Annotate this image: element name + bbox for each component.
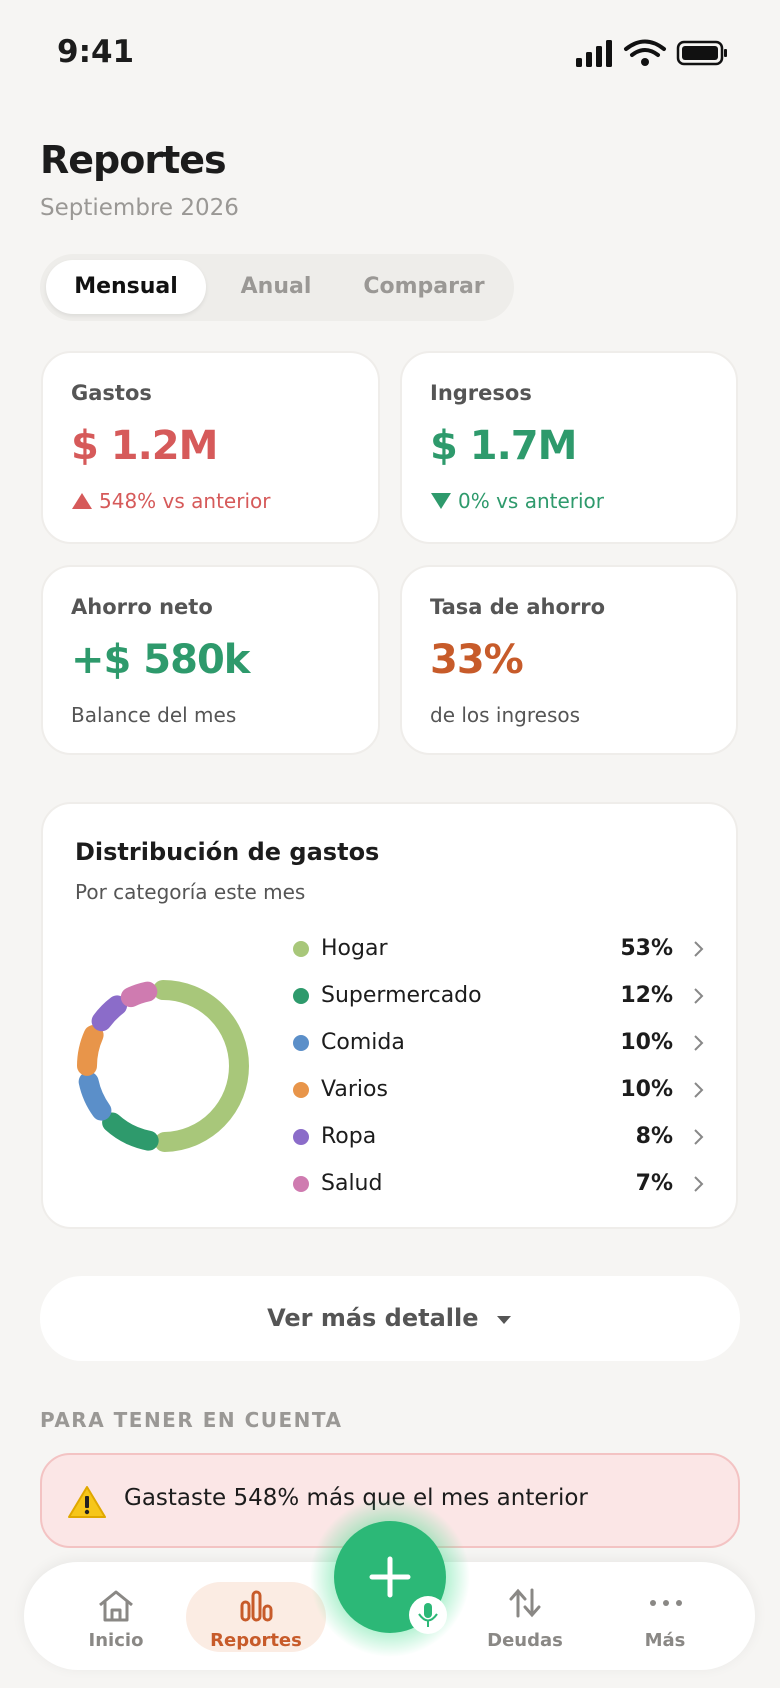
chevron-path	[694, 1082, 704, 1098]
chart-card: Distribución de gastos Por categoría est…	[41, 802, 738, 1229]
nav-item[interactable]: Deudas	[487, 1630, 563, 1651]
down-arrow	[431, 493, 451, 509]
chevron	[694, 988, 704, 1004]
legend-name: Comida	[321, 1030, 405, 1055]
legend-name: Ropa	[321, 1124, 377, 1149]
legend-name: Hogar	[321, 936, 388, 961]
detail-button[interactable]: Ver más detalle	[40, 1276, 740, 1361]
legend-name: Varios	[321, 1077, 388, 1102]
status-time: 9:41	[57, 34, 135, 70]
legend-row[interactable]: Salud 7%	[293, 1162, 713, 1206]
legend-dot	[293, 1176, 309, 1192]
donut-chart	[77, 980, 249, 1152]
legend-value: 12%	[620, 983, 673, 1008]
page-title: Reportes	[40, 138, 227, 182]
nav-active-bg	[186, 1582, 326, 1652]
tab[interactable]: Anual	[240, 274, 312, 299]
reports-icon	[240, 1590, 273, 1622]
legend-dot	[293, 1035, 309, 1051]
card-note: 548% vs anterior	[99, 489, 271, 513]
stat-card[interactable]: Ingresos $ 1.7M 0% vs anterior	[400, 351, 738, 544]
chevron-path	[694, 941, 704, 957]
chevron	[694, 1035, 704, 1051]
warning-icon	[68, 1486, 106, 1518]
chevron	[694, 1129, 704, 1145]
legend: Hogar 53% Supermercado 12% Comida 10% Varios 10…	[43, 804, 740, 1231]
tab-bar: Mensual Anual Comparar	[40, 254, 514, 321]
card-label: Gastos	[71, 381, 152, 405]
legend-value: 7%	[635, 1171, 673, 1196]
card-value: 33%	[430, 637, 524, 683]
donut-segment	[77, 980, 249, 1152]
card-label: Tasa de ahorro	[430, 595, 606, 619]
card-value: $ 1.2M	[71, 423, 218, 469]
nav-item[interactable]: Más	[644, 1630, 686, 1651]
chevron-path	[694, 988, 704, 1004]
legend-value: 53%	[620, 936, 673, 961]
status-icons	[576, 39, 727, 67]
section-title: PARA TENER EN CUENTA	[40, 1408, 343, 1432]
chevron-path	[694, 1035, 704, 1051]
legend-name: Salud	[321, 1171, 383, 1196]
legend-row[interactable]: Ropa 8%	[293, 1115, 713, 1159]
more-icon	[650, 1600, 682, 1606]
legend-dot	[293, 988, 309, 1004]
home-icon	[99, 1590, 133, 1622]
debts-icon	[509, 1588, 541, 1618]
chevron	[694, 1176, 704, 1192]
legend-name: Supermercado	[321, 983, 482, 1008]
stat-card[interactable]: Ahorro neto +$ 580k Balance del mes	[41, 565, 380, 755]
legend-value: 10%	[620, 1077, 673, 1102]
nav-item[interactable]: Reportes	[210, 1630, 302, 1651]
chart-subtitle: Por categoría este mes	[75, 880, 306, 904]
page-subtitle: Septiembre 2026	[40, 195, 239, 221]
legend-row[interactable]: Comida 10%	[293, 1021, 713, 1065]
card-note: de los ingresos	[430, 703, 581, 727]
card-value: +$ 580k	[71, 637, 250, 683]
legend-dot	[293, 1129, 309, 1145]
caret	[496, 1316, 511, 1324]
legend-row[interactable]: Hogar 53%	[293, 927, 713, 971]
chevron	[694, 1082, 704, 1098]
card-label: Ingresos	[430, 381, 532, 405]
stat-card[interactable]: Tasa de ahorro 33% de los ingresos	[400, 565, 738, 755]
nav-item[interactable]: Inicio	[88, 1630, 144, 1651]
add-button[interactable]	[310, 1497, 470, 1657]
tab[interactable]: Mensual	[74, 274, 178, 299]
legend-row[interactable]: Supermercado 12%	[293, 974, 713, 1018]
chart-title: Distribución de gastos	[75, 838, 380, 866]
tab-active-bg	[46, 260, 206, 314]
stat-card[interactable]: Gastos $ 1.2M 548% vs anterior	[41, 351, 380, 544]
card-label: Ahorro neto	[71, 595, 213, 619]
legend-dot	[293, 941, 309, 957]
card-value: $ 1.7M	[430, 423, 577, 469]
card-note: Balance del mes	[71, 703, 237, 727]
tab[interactable]: Comparar	[363, 274, 485, 299]
legend-dot	[293, 1082, 309, 1098]
card-note: 0% vs anterior	[458, 489, 605, 513]
legend-value: 10%	[620, 1030, 673, 1055]
chevron-path	[694, 1176, 704, 1192]
chevron-path	[694, 1129, 704, 1145]
chevron	[694, 941, 704, 957]
detail-button-label: Ver más detalle	[267, 1304, 479, 1332]
legend-row[interactable]: Varios 10%	[293, 1068, 713, 1112]
legend-value: 8%	[635, 1124, 673, 1149]
up-arrow	[72, 493, 92, 509]
donut-segment	[77, 980, 249, 1152]
